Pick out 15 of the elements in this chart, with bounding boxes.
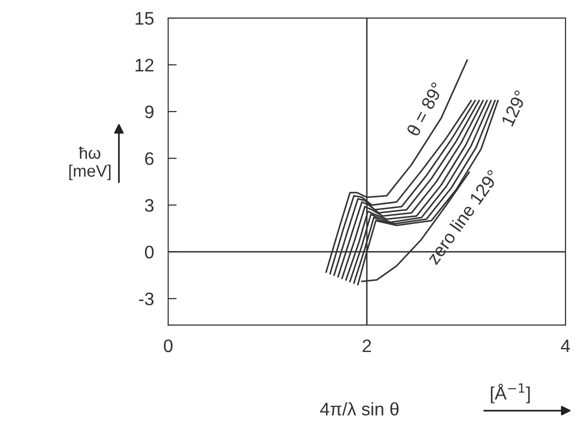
x-axis-title: 4π/λ sin θ [320, 402, 399, 416]
y-tick-label: 15 [136, 12, 154, 25]
text: 129° [501, 90, 528, 127]
y-tick-label: 3 [144, 199, 154, 212]
y-axis-title: ħω [meV] [69, 146, 110, 180]
y-tick-label: 12 [136, 58, 154, 72]
y-tick-label: 0 [144, 246, 154, 259]
y-tick-label: -3 [139, 292, 154, 306]
x-tick-label: 2 [362, 339, 371, 352]
y-tick-label: 6 [145, 152, 154, 166]
text: θ = 89° [406, 81, 444, 137]
x-tick-label: 4 [560, 340, 570, 352]
text: [Å$^{−1}$] [490, 383, 530, 404]
x-tick-label: 0 [164, 339, 173, 352]
y-tick-label: 9 [145, 106, 154, 118]
